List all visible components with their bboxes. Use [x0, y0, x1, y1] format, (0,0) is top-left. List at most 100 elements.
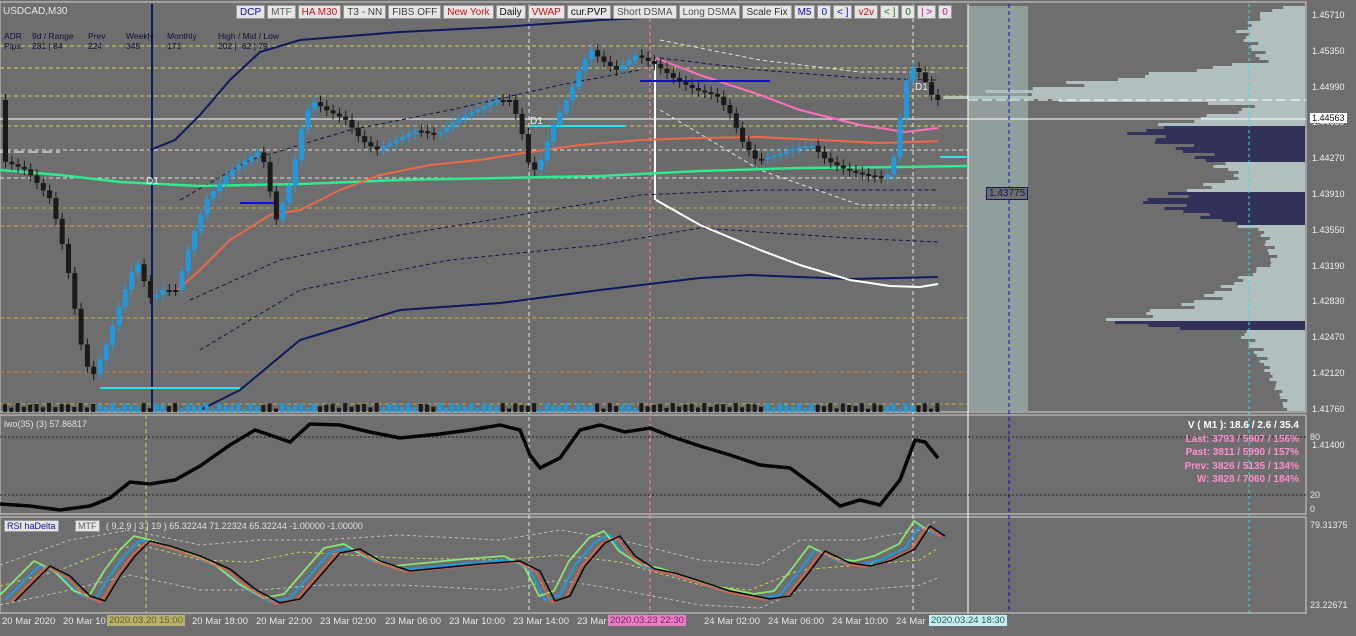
- toolbar-button[interactable]: VWAP: [527, 5, 565, 19]
- toolbar-button[interactable]: v2v: [854, 5, 879, 19]
- volume-profile-bar: [1255, 339, 1305, 342]
- volume-profile-bar: [1225, 162, 1305, 165]
- candle: [47, 190, 53, 199]
- volume-bar: [154, 403, 159, 412]
- volume-bar: [859, 403, 864, 412]
- toolbar-button[interactable]: 0: [817, 5, 832, 19]
- volume-profile-bar: [1258, 42, 1305, 45]
- volume-profile-bar: [1243, 279, 1305, 282]
- candle: [532, 162, 538, 170]
- price-tick: 1.42470: [1312, 332, 1345, 343]
- toolbar-button[interactable]: Daily: [495, 5, 526, 19]
- volume-bar: [273, 408, 278, 412]
- volume-bar: [53, 407, 58, 412]
- candle: [588, 50, 594, 60]
- toolbar-button[interactable]: | >: [916, 5, 937, 19]
- volume-bar: [217, 403, 222, 412]
- toolbar-button[interactable]: Scale Fix: [742, 5, 792, 19]
- candle: [727, 105, 733, 114]
- candle: [393, 140, 399, 144]
- volume-bar: [242, 408, 247, 412]
- volume-profile-bar: [1118, 78, 1305, 81]
- candle: [771, 155, 777, 158]
- volume-bar: [771, 407, 776, 412]
- volume-bar: [204, 403, 209, 412]
- volume-profile-bar: [1267, 249, 1305, 252]
- toolbar-button[interactable]: HA M30: [297, 5, 342, 19]
- toolbar-button[interactable]: Short DSMA: [612, 5, 677, 19]
- time-tick: 24 Mar 10:00: [832, 616, 888, 627]
- volume-bar: [198, 405, 203, 412]
- candle: [872, 175, 878, 178]
- volume-bar: [47, 403, 52, 412]
- toolbar-button[interactable]: Long DSMA: [678, 5, 741, 19]
- volume-profile-bar: [1179, 327, 1305, 330]
- candle: [450, 122, 456, 128]
- volume-bar: [185, 403, 190, 412]
- volume-bar: [916, 405, 921, 412]
- candle: [677, 77, 683, 82]
- toolbar-button[interactable]: 0: [938, 5, 952, 19]
- toolbar-button[interactable]: T3 - NN: [343, 5, 387, 19]
- candle: [292, 159, 298, 186]
- volume-bar: [576, 403, 581, 412]
- candle: [330, 110, 336, 114]
- candle: [462, 115, 468, 119]
- volume-bar: [355, 404, 360, 412]
- short-ma: [174, 135, 939, 293]
- volume-profile-bar: [1238, 276, 1305, 279]
- rsi-title-badge[interactable]: RSI haDelta: [4, 520, 59, 532]
- candle: [576, 71, 582, 87]
- candle: [368, 142, 374, 147]
- toolbar-button[interactable]: < ]: [833, 5, 853, 19]
- toolbar-button[interactable]: DCP: [236, 5, 266, 19]
- time-tick: 23 Mar: [577, 616, 607, 627]
- volume-bar: [475, 408, 480, 412]
- session-profile: [968, 6, 1028, 411]
- candle: [179, 271, 185, 290]
- toolbar-button[interactable]: 0: [901, 5, 915, 19]
- volume-profile-bar: [1196, 69, 1305, 72]
- volume-profile-bar: [1255, 54, 1305, 57]
- volume-bar: [714, 404, 719, 412]
- vwap-lower: [655, 199, 939, 289]
- candle: [229, 169, 235, 177]
- candle: [620, 64, 626, 70]
- candle: [929, 82, 935, 95]
- volume-profile-bar: [1272, 375, 1305, 378]
- volume-bar: [406, 403, 411, 412]
- toolbar-button[interactable]: FIBS OFF: [388, 5, 442, 19]
- volume-profile-bar: [1263, 348, 1305, 351]
- volume-bar: [872, 403, 877, 412]
- candle: [305, 109, 311, 129]
- toolbar-button[interactable]: cur.PVP: [566, 5, 611, 19]
- time-tick: 23 Mar 06:00: [385, 616, 441, 627]
- candle: [759, 158, 764, 161]
- candle: [582, 59, 588, 71]
- toolbar-button[interactable]: New York: [443, 5, 494, 19]
- volume-profile-bar: [1238, 111, 1305, 114]
- volume-bar: [236, 403, 241, 412]
- price-tick: 1.43550: [1312, 224, 1345, 235]
- vwap-band: [659, 39, 938, 73]
- toolbar-button[interactable]: M5: [793, 5, 816, 19]
- volume-bar: [551, 405, 556, 412]
- candle: [21, 166, 27, 170]
- toolbar-button[interactable]: < ]: [880, 5, 900, 19]
- volume-profile-bar: [1264, 363, 1305, 366]
- volume-profile-bar: [1205, 159, 1305, 162]
- volume-profile-bar: [1274, 246, 1305, 249]
- volume-bar: [9, 407, 14, 412]
- volume-bar: [727, 407, 732, 412]
- volume-profile-bar: [1146, 312, 1305, 315]
- candle: [481, 105, 487, 110]
- rsi-mtf-badge[interactable]: MTF: [75, 520, 100, 532]
- volume-stat: Past: 3811 / 5990 / 157%: [1185, 447, 1299, 458]
- volume-profile-bar: [1248, 345, 1305, 348]
- toolbar-button[interactable]: MTF: [267, 5, 296, 19]
- candle: [66, 244, 71, 274]
- volume-bar: [922, 403, 927, 412]
- volume-profile-bar: [1175, 147, 1305, 150]
- volume-bar: [614, 405, 619, 412]
